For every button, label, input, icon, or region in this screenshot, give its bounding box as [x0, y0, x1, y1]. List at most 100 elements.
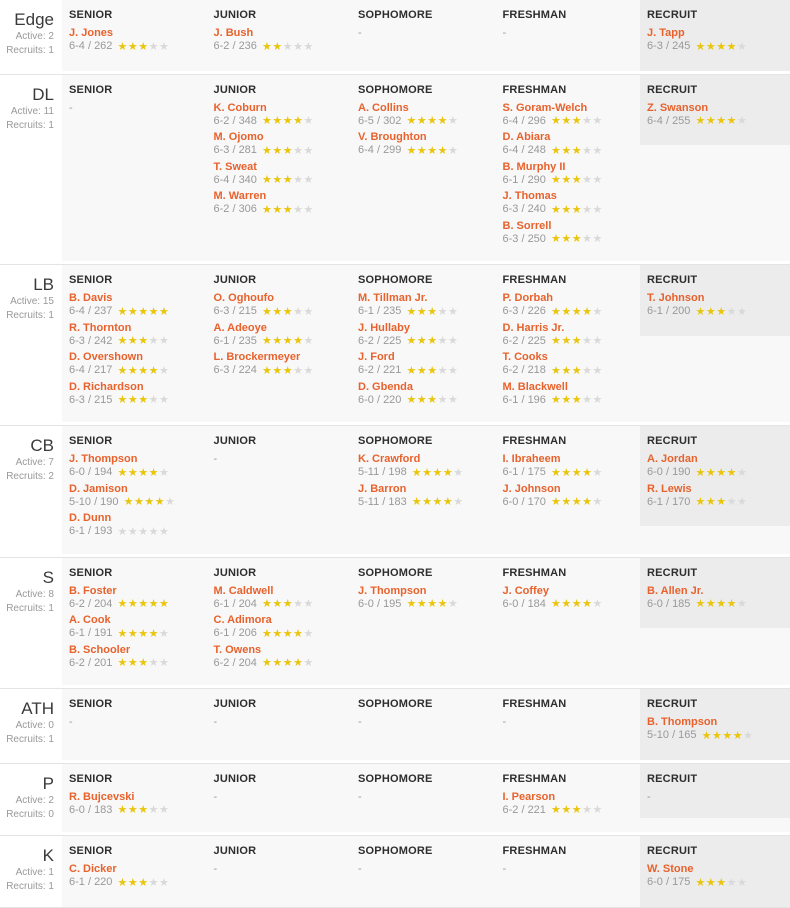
player-list: A. Jordan 6-0 / 190 ★★★★★ R. Lewis 6-1 /… [647, 453, 784, 509]
star-icon: ★ [282, 657, 294, 669]
star-rating: ★★★★★ [695, 306, 747, 319]
player-stats: 6-0 / 170 ★★★★★ [503, 496, 635, 510]
player-name-link[interactable]: J. Johnson [502, 482, 561, 495]
star-rating: ★★★★★ [117, 628, 169, 641]
player-name-link[interactable]: V. Broughton [358, 131, 427, 143]
player-name-link[interactable]: S. Goram-Welch [502, 101, 588, 114]
player-name-link[interactable]: A. Adeoye [213, 321, 267, 334]
player-name-link[interactable]: T. Sweat [213, 160, 257, 173]
player-name-link[interactable]: O. Oghoufo [213, 292, 274, 304]
player-name-link[interactable]: D. Richardson [69, 380, 144, 393]
player-stats: 6-4 / 262 ★★★★★ [69, 40, 201, 54]
class-column: SOPHOMORE K. Crawford 5-11 / 198 ★★★★★ J… [351, 426, 496, 554]
player-name-link[interactable]: Z. Swanson [647, 101, 709, 114]
player-entry: J. Ford 6-2 / 221 ★★★★★ [358, 351, 490, 378]
player-name-link[interactable]: J. Barron [358, 482, 407, 495]
star-rating: ★★★★★ [262, 365, 314, 378]
player-name-link[interactable]: B. Schooler [69, 643, 131, 656]
player-name-link[interactable]: T. Cooks [502, 351, 548, 363]
position-summary: LB Active: 15 Recruits: 1 [0, 265, 62, 422]
player-name-link[interactable]: I. Pearson [502, 790, 556, 803]
star-icon: ★ [138, 305, 149, 318]
star-icon: ★ [561, 144, 572, 157]
class-column: FRESHMAN J. Coffey 6-0 / 184 ★★★★★ [496, 558, 641, 686]
class-column: SENIOR B. Foster 6-2 / 204 ★★★★★ A. Cook… [62, 558, 207, 686]
player-name-link[interactable]: R. Lewis [647, 482, 692, 495]
player-name-link[interactable]: B. Davis [69, 292, 113, 304]
player-name-link[interactable]: B. Thompson [647, 716, 718, 728]
player-name-link[interactable]: B. Murphy II [502, 160, 566, 173]
player-name-link[interactable]: D. Jamison [69, 482, 128, 495]
player-stats: 6-3 / 215 ★★★★★ [214, 305, 346, 319]
star-icon: ★ [571, 466, 583, 479]
player-name-link[interactable]: J. Tapp [647, 27, 685, 39]
player-name-link[interactable]: A. Jordan [647, 453, 698, 465]
player-name-link[interactable]: B. Sorrell [502, 219, 552, 232]
player-measurements: 6-3 / 242 [69, 334, 116, 347]
class-column: FRESHMAN I. Ibraheem 6-1 / 175 ★★★★★ J. … [496, 426, 641, 554]
player-name-link[interactable]: P. Dorbah [502, 292, 554, 304]
player-name-link[interactable]: J. Bush [213, 27, 254, 39]
player-entry: A. Adeoye 6-1 / 235 ★★★★★ [214, 322, 346, 349]
class-column-header: JUNIOR [213, 772, 257, 785]
player-name-link[interactable]: B. Foster [69, 584, 117, 597]
player-name-link[interactable]: J. Thomas [502, 190, 557, 202]
star-icon: ★ [432, 466, 443, 479]
player-name-link[interactable]: R. Bujcevski [69, 790, 135, 803]
player-measurements: 5-11 / 183 [358, 495, 410, 508]
player-name-link[interactable]: J. Thompson [69, 453, 138, 465]
player-stats: 6-1 / 193 ★★★★★ [69, 525, 201, 539]
empty-indicator: - [213, 716, 218, 728]
recruits-count: Recruits: 1 [6, 310, 54, 321]
player-name-link[interactable]: D. Gbenda [358, 380, 414, 393]
star-icon: ★ [293, 203, 304, 216]
position-name: S [42, 567, 54, 587]
star-rating: ★★★★★ [551, 804, 603, 817]
player-name-link[interactable]: K. Crawford [358, 453, 421, 465]
player-name-link[interactable]: A. Cook [69, 614, 111, 626]
player-list: B. Davis 6-4 / 237 ★★★★★ R. Thornton 6-3… [69, 292, 201, 407]
star-icon: ★ [282, 144, 294, 157]
star-icon: ★ [282, 627, 294, 640]
player-name-link[interactable]: T. Owens [213, 643, 262, 656]
player-name-link[interactable]: D. Abiara [502, 131, 551, 143]
player-name-link[interactable]: D. Dunn [69, 512, 112, 524]
player-name-link[interactable]: D. Overshown [69, 351, 143, 363]
player-name-link[interactable]: J. Jones [69, 27, 114, 39]
player-list: P. Dorbah 6-3 / 226 ★★★★★ D. Harris Jr. … [503, 292, 635, 407]
player-name-link[interactable]: M. Warren [213, 190, 267, 202]
class-column-header: RECRUIT [647, 845, 698, 857]
star-icon: ★ [726, 466, 737, 479]
player-name-link[interactable]: M. Blackwell [502, 380, 568, 393]
recruits-count: Recruits: 0 [6, 808, 54, 820]
player-name-link[interactable]: W. Stone [647, 863, 694, 875]
star-icon: ★ [282, 40, 294, 53]
player-name-link[interactable]: J. Hullaby [358, 321, 410, 334]
player-stats: 5-11 / 183 ★★★★★ [358, 496, 490, 510]
player-name-link[interactable]: B. Allen Jr. [647, 584, 704, 597]
player-name-link[interactable]: L. Brockermeyer [213, 351, 301, 363]
player-measurements: 6-0 / 185 [647, 597, 694, 610]
player-name-link[interactable]: M. Ojomo [213, 131, 264, 143]
player-stats: 6-2 / 201 ★★★★★ [69, 657, 201, 671]
player-name-link[interactable]: C. Adimora [213, 614, 272, 626]
player-name-link[interactable]: I. Ibraheem [502, 453, 561, 465]
player-name-link[interactable]: T. Johnson [647, 292, 705, 304]
player-name-link[interactable]: J. Ford [358, 351, 395, 363]
star-icon: ★ [736, 598, 748, 610]
star-icon: ★ [582, 335, 593, 347]
player-name-link[interactable]: K. Coburn [213, 101, 267, 114]
player-name-link[interactable]: J. Coffey [502, 584, 549, 597]
star-icon: ★ [447, 144, 459, 157]
player-name-link[interactable]: D. Harris Jr. [502, 321, 565, 334]
player-name-link[interactable]: C. Dicker [69, 863, 117, 875]
player-stats: 6-4 / 340 ★★★★★ [214, 174, 346, 188]
star-rating: ★★★★★ [551, 335, 603, 348]
player-name-link[interactable]: M. Caldwell [213, 584, 274, 597]
player-name-link[interactable]: R. Thornton [69, 321, 132, 334]
player-name-link[interactable]: M. Tillman Jr. [358, 292, 428, 304]
player-name-link[interactable]: A. Collins [358, 101, 409, 114]
class-column: SENIOR B. Davis 6-4 / 237 ★★★★★ R. Thorn… [62, 265, 207, 422]
player-name-link[interactable]: J. Thompson [358, 584, 427, 597]
